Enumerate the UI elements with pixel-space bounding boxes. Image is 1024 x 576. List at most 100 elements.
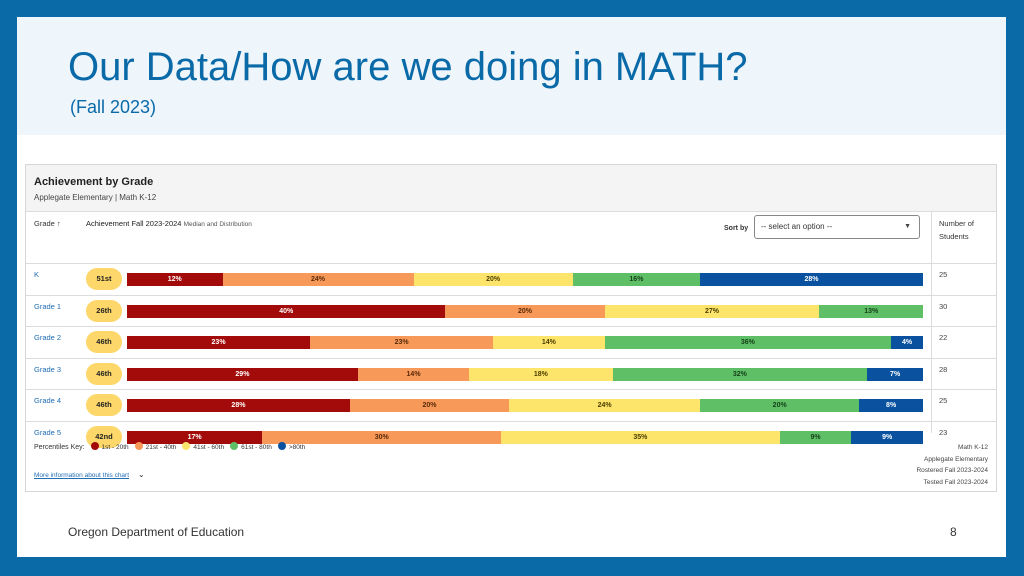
distribution-bar: 29% 14% 18% 32% 7%: [127, 367, 923, 381]
chevron-down-icon[interactable]: ⌄: [138, 470, 145, 479]
grade-row: Grade 4 46th 28% 20% 24% 20% 8% 25: [26, 389, 996, 421]
bar-segment: 23%: [310, 336, 494, 350]
median-badge: 46th: [86, 331, 122, 354]
bar-segment: 16%: [572, 273, 701, 286]
grade-link[interactable]: Grade 3: [34, 364, 62, 374]
bar-segment: 18%: [469, 367, 613, 381]
bar-segment: 9%: [779, 431, 852, 444]
bar-segment: 4%: [891, 336, 923, 350]
legend-swatch: [90, 442, 99, 450]
bar-segment: 35%: [501, 431, 780, 444]
meta-line: Applegate Elementary: [924, 455, 988, 463]
legend-item: 1st - 20th: [90, 442, 129, 451]
legend-label: 41st - 60th: [193, 444, 225, 451]
legend-item: 21st - 40th: [134, 442, 177, 451]
student-count: 22: [939, 333, 948, 343]
student-count: 25: [939, 270, 948, 279]
bar-segment: 14%: [493, 336, 605, 350]
bar-segment: 29%: [127, 367, 358, 381]
achievement-header-note: Median and Distribution: [183, 221, 252, 228]
legend-item: >80th: [277, 442, 306, 451]
bar-segment: 23%: [127, 336, 311, 350]
median-badge: 46th: [86, 394, 122, 417]
grade-link[interactable]: Grade 2: [34, 333, 62, 343]
dropdown-caret-icon: ▼: [904, 223, 911, 230]
bar-segment: 32%: [612, 367, 868, 381]
sort-select-value: -- select an option --: [761, 222, 833, 231]
median-badge: 51st: [86, 268, 122, 290]
grade-row: K 51st 12% 24% 20% 16% 28% 25: [26, 263, 996, 295]
grade-link[interactable]: Grade 1: [34, 301, 62, 311]
column-divider: [931, 211, 932, 433]
bar-segment: 24%: [509, 399, 701, 413]
bar-segment: 27%: [604, 304, 820, 318]
meta-line: Rostered Fall 2023-2024: [916, 467, 988, 474]
bar-segment: 9%: [851, 431, 923, 444]
bar-segment: 20%: [413, 273, 573, 286]
legend-label: 1st - 20th: [101, 444, 129, 451]
bar-segment: 12%: [127, 273, 223, 286]
slide-header: Our Data/How are we doing in MATH? (Fall…: [17, 17, 1006, 135]
bar-segment: 36%: [604, 336, 892, 350]
distribution-bar: 40% 20% 27% 13%: [127, 304, 923, 318]
card-title: Achievement by Grade: [34, 176, 154, 188]
distribution-bar: 23% 23% 14% 36% 4%: [127, 336, 923, 350]
more-info-link[interactable]: More information about this chart: [34, 472, 130, 479]
sort-select[interactable]: -- select an option -- ▼: [754, 215, 920, 239]
bar-segment: 28%: [127, 399, 350, 413]
bar-segment: 13%: [819, 304, 923, 318]
card-subtitle: Applegate Elementary | Math K-12: [34, 193, 157, 202]
grade-row: Grade 3 46th 29% 14% 18% 32% 7% 28: [26, 357, 996, 390]
legend-label: >80th: [288, 444, 306, 451]
legend-swatch: [230, 442, 239, 450]
student-count: 25: [939, 396, 948, 406]
achievement-header-label: Achievement Fall 2023-2024: [86, 219, 182, 228]
median-badge: 46th: [86, 362, 122, 385]
distribution-bar: 28% 20% 24% 20% 8%: [127, 399, 923, 413]
bar-segment: 17%: [127, 431, 263, 444]
achievement-column-header: Achievement Fall 2023-2024 Median and Di…: [86, 219, 252, 228]
slide-title: Our Data/How are we doing in MATH?: [68, 45, 748, 89]
meta-line: Tested Fall 2023-2024: [923, 478, 988, 486]
footer-org: Oregon Department of Education: [68, 525, 245, 539]
page-number: 8: [950, 525, 957, 539]
legend-label: 61st - 80th: [241, 444, 272, 451]
students-column-header: Number of Students: [939, 219, 975, 241]
bar-segment: 30%: [262, 431, 502, 444]
legend-key-label: Percentiles Key:: [34, 444, 85, 451]
bar-segment: 8%: [859, 399, 923, 413]
grade-header-label: Grade: [34, 219, 55, 228]
grade-row: Grade 1 26th 40% 20% 27% 13% 30: [26, 294, 996, 327]
percentile-legend: Percentiles Key: 1st - 20th 21st - 40th 41…: [34, 442, 311, 451]
grade-row: Grade 5 42nd 17% 30% 35% 9% 9% 23: [26, 421, 996, 453]
legend-swatch: [277, 442, 286, 450]
sort-label: Sort by: [724, 225, 749, 232]
bar-segment: 24%: [222, 273, 414, 286]
legend-swatch: [134, 442, 143, 450]
grade-link[interactable]: Grade 4: [34, 396, 62, 406]
student-count: 28: [939, 364, 948, 374]
student-count: 30: [939, 301, 948, 311]
card-header: Achievement by Grade Applegate Elementar…: [26, 165, 996, 212]
grade-link[interactable]: K: [34, 270, 40, 279]
median-badge: 26th: [86, 299, 122, 322]
student-count: 23: [939, 428, 948, 437]
achievement-card: Achievement by Grade Applegate Elementar…: [25, 164, 997, 492]
arrow-up-icon: ↑: [56, 219, 61, 228]
legend-item: 61st - 80th: [230, 442, 272, 451]
distribution-bar: 12% 24% 20% 16% 28%: [127, 273, 923, 286]
slide: Our Data/How are we doing in MATH? (Fall…: [17, 17, 1006, 557]
grade-column-header[interactable]: Grade ↑: [34, 219, 61, 228]
bar-segment: 7%: [867, 367, 923, 381]
legend-item: 41st - 60th: [182, 442, 224, 451]
grade-link[interactable]: Grade 5: [34, 428, 62, 437]
legend-label: 21st - 40th: [145, 444, 177, 451]
slide-subtitle: (Fall 2023): [70, 97, 157, 117]
bar-segment: 20%: [700, 399, 860, 413]
bar-segment: 40%: [127, 304, 446, 318]
bar-segment: 28%: [700, 273, 923, 286]
bar-segment: 20%: [445, 304, 605, 318]
distribution-bar: 17% 30% 35% 9% 9%: [127, 431, 923, 444]
meta-line: Math K-12: [958, 444, 988, 451]
chart-meta: Math K-12 Applegate Elementary Rostered …: [916, 442, 988, 488]
